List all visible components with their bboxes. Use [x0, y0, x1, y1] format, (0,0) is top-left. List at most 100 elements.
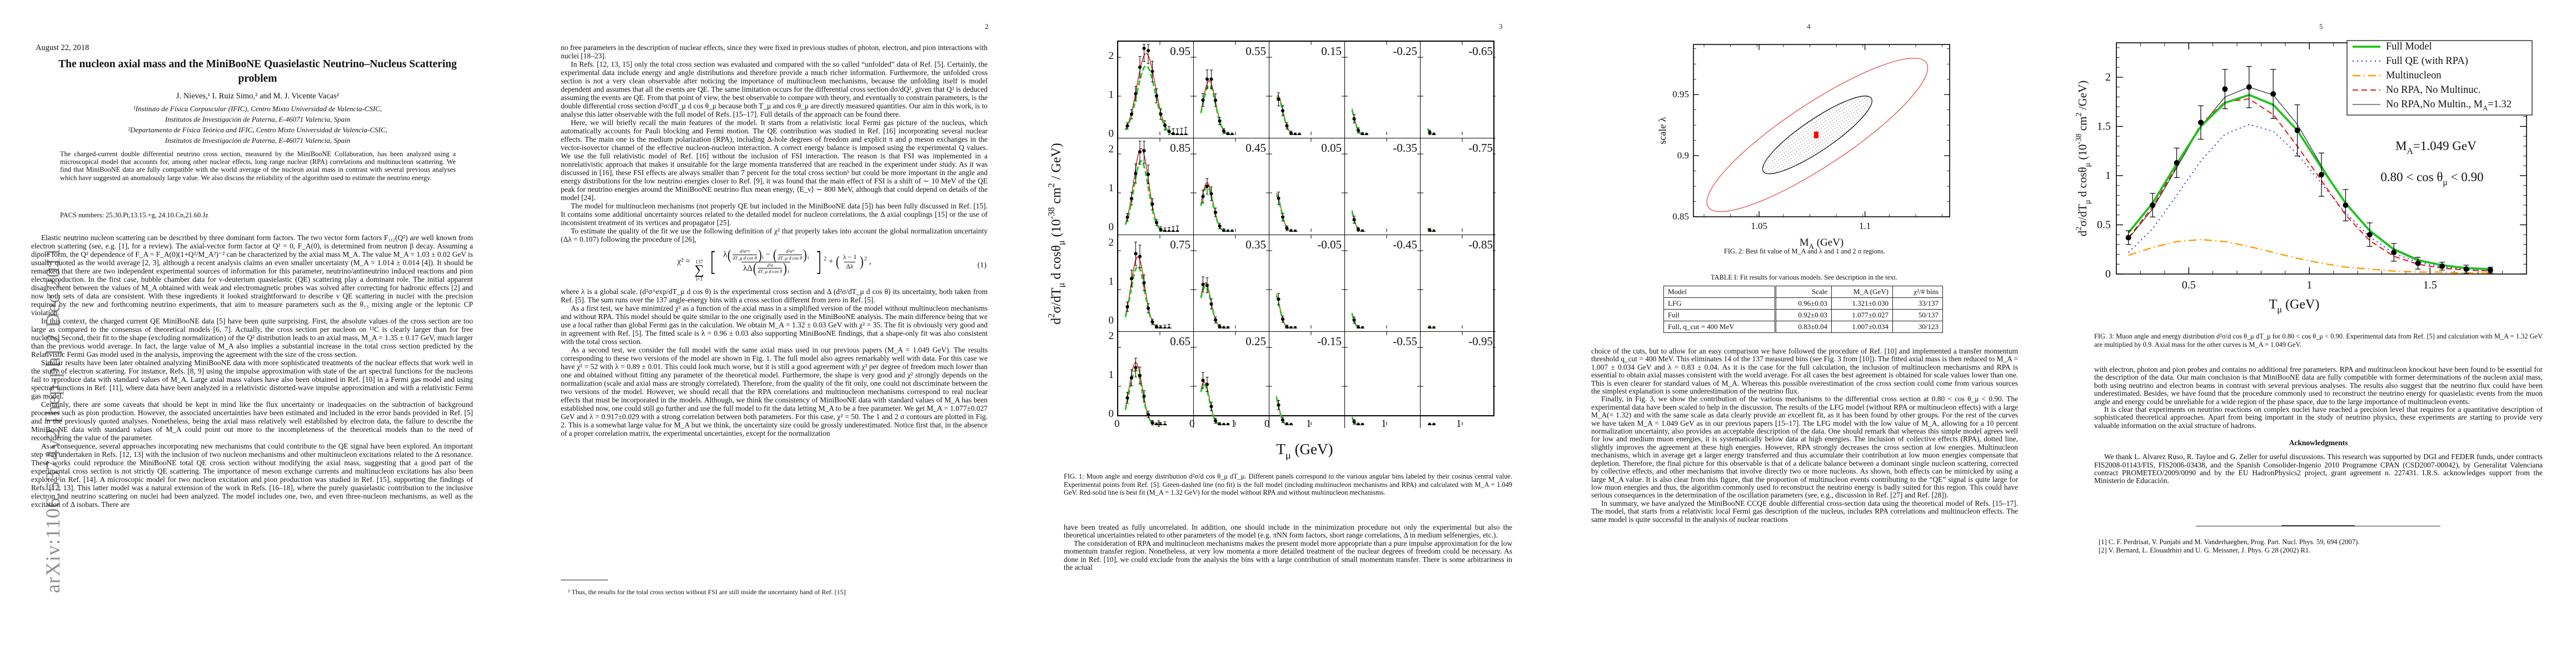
data-point: [1209, 192, 1213, 196]
curve-green_solid: [2127, 93, 2490, 270]
data-point: [1125, 124, 1129, 128]
data-point: [1201, 379, 1205, 382]
data-point: [1129, 277, 1134, 281]
tspan: M: [1800, 237, 1809, 248]
col-header-chi2: χ²/# bins: [1892, 286, 1943, 298]
data-point: [1285, 226, 1289, 230]
fig1-panel-plot: 0.85: [1118, 138, 1193, 234]
fig3-xtick-label: 1: [2306, 279, 2312, 291]
data-point: [1205, 184, 1209, 188]
data-point: [1356, 326, 1361, 330]
fig1-panel-cos--0.05: -0.05: [1269, 235, 1345, 332]
data-point: [1289, 131, 1293, 135]
fig1-xtick-1: 1: [1381, 418, 1387, 430]
data-point: [2150, 202, 2156, 208]
tspan: 2: [2075, 112, 2084, 116]
page-number: 2: [985, 22, 989, 31]
data-point: [1154, 221, 1159, 225]
num: λ − 1: [843, 253, 857, 261]
paper-title: The nucleon axial mass and the MiniBooNE…: [58, 58, 457, 85]
data-point: [1171, 230, 1175, 234]
fig1-panel-plot: 0.55: [1194, 42, 1269, 137]
page-number: 3: [1499, 22, 1503, 31]
fig3-ytick-label: 0.5: [2097, 218, 2111, 231]
data-point: [1154, 325, 1159, 329]
panel-cos-label: -0.45: [1393, 238, 1417, 251]
data-point: [1171, 132, 1175, 136]
fig1-panel-plot: -0.65: [1421, 42, 1496, 137]
tspan: -0.05: [1317, 238, 1342, 251]
fig1-xtick-1: 1: [1456, 418, 1462, 430]
data-point: [1163, 326, 1167, 331]
fig1-panel-cos--0.85: -0.85: [1421, 235, 1496, 332]
tspan: -0.85: [1468, 238, 1493, 251]
tspan: 1.5: [2423, 279, 2437, 291]
data-point: [1146, 306, 1150, 310]
data-point: [1150, 202, 1154, 206]
red-bestfit-curve: [1200, 282, 1229, 329]
tspan: μ: [1285, 450, 1291, 460]
paragraph: Elastic neutrino nucleon scattering can …: [31, 233, 473, 317]
tspan: No RPA,No Multin., M: [2386, 99, 2483, 110]
tspan: -0.45: [1393, 238, 1417, 251]
tspan: =1.32: [2488, 99, 2512, 110]
data-point: [1213, 98, 1218, 102]
fig1-ytick-1: 1: [1108, 89, 1114, 101]
panel-cos-label: 0.25: [1245, 335, 1266, 348]
fig1-panel-cos-0.55: 0.55: [1194, 42, 1269, 138]
col-header-scale: Scale: [1775, 286, 1832, 298]
data-point: [1150, 421, 1154, 425]
data-point: [1432, 133, 1436, 137]
squared: 2: [824, 256, 827, 262]
fig1-panel-cos--0.45: -0.45: [1345, 235, 1421, 332]
tspan: T: [1276, 441, 1285, 457]
data-point: [1209, 405, 1213, 409]
data-point: [1138, 255, 1142, 258]
tspan: (10: [1049, 219, 1064, 240]
page-2: 2 no free parameters in the description …: [515, 0, 1030, 667]
sum-lower: i=1: [696, 276, 703, 282]
data-point: [2366, 232, 2373, 238]
equation-number: (1): [977, 261, 986, 270]
data-point: [1277, 196, 1280, 200]
data-point: [1289, 326, 1293, 330]
page2-body: no free parameters in the description of…: [561, 43, 988, 437]
curve-blue_dotted: [2128, 123, 2490, 271]
fig1-ytick-0: 0: [1108, 408, 1114, 420]
fig1-panel-cos--0.15: -0.15: [1269, 332, 1345, 428]
data-point: [1356, 423, 1361, 427]
inner-frac: d²σ dT_μ d cos θ: [758, 262, 783, 275]
col-header-model: Model: [1663, 286, 1776, 298]
fig1-ytick-1: 1: [1108, 369, 1114, 381]
data-point: [1352, 318, 1356, 322]
lambda-delta: λΔ: [743, 263, 753, 273]
data-point: [2198, 120, 2204, 126]
panel-cos-label: -0.85: [1468, 238, 1493, 251]
green-fullmodel-curve: [1124, 65, 1189, 136]
tspan: 2: [1047, 183, 1057, 187]
data-point: [1184, 133, 1188, 137]
legend-label: No RPA,No Multin., MA​=1.32: [2386, 99, 2512, 112]
paragraph: As a second test, we consider the full m…: [561, 346, 988, 438]
authors: J. Nieves,¹ I. Ruiz Simo,² and M. J. Vic…: [176, 92, 340, 101]
lambda-frac: λ − 1 Δλ: [841, 253, 859, 270]
lambda: λ: [723, 250, 728, 260]
fig1-panel-plot: -0.05: [1269, 235, 1344, 331]
table-row: Full 0.92±0.03 1.077±0.027 50/137: [1663, 309, 1943, 321]
data-point: [1218, 119, 1222, 123]
data-point: [1146, 172, 1150, 176]
tspan: 1: [2306, 279, 2312, 291]
paragraph: In this context, the charged current QE …: [31, 317, 473, 359]
affiliation-2: ²Departamento de Física Teórica and IFIC…: [128, 126, 387, 134]
tspan: 0: [2105, 268, 2111, 280]
data-point: [1175, 230, 1179, 234]
affiliation-2b: Institutos de Investigación de Paterna, …: [165, 136, 351, 145]
fig1-panel-plot: -0.75: [1421, 138, 1496, 233]
fig1-panel-plot: 0.65: [1118, 332, 1193, 427]
data-point: [1150, 320, 1154, 324]
fig1-panel-plot: -0.95: [1421, 332, 1496, 427]
data-point: [2125, 235, 2131, 241]
tspan: A: [2483, 104, 2488, 112]
data-point: [1159, 326, 1163, 330]
